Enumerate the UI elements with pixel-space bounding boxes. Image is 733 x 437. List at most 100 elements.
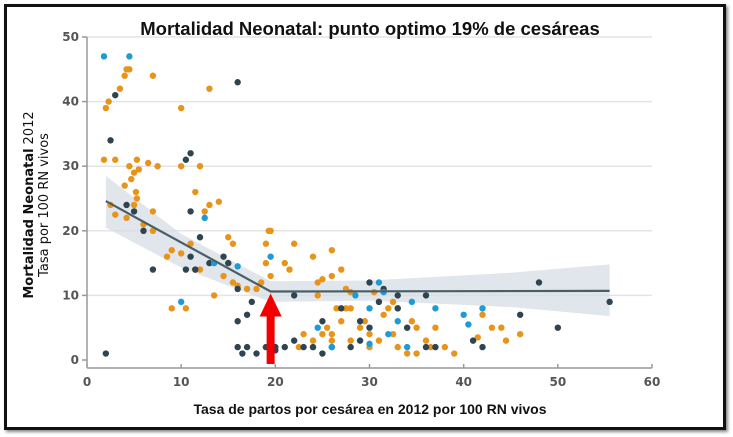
point-orange-37 [163,253,171,260]
point-orange-68 [380,311,387,318]
point-orange-89 [328,330,336,338]
point-orange-4 [123,66,130,73]
point-orange-61 [314,292,321,299]
point-dark-40 [403,324,411,331]
point-dark-10 [196,234,204,241]
point-blue-10 [352,292,359,299]
point-orange-73 [338,318,345,325]
point-dark-53 [554,324,562,331]
point-orange-39 [177,250,185,257]
point-orange-79 [413,350,420,357]
point-orange-66 [385,305,392,312]
point-dark-12 [192,266,199,273]
point-dark-43 [347,343,354,351]
point-orange-67 [389,298,397,306]
point-dark-52 [535,279,543,286]
point-dark-38 [394,292,401,299]
x-tick-label-20: 20 [267,375,284,389]
point-dark-50 [422,292,430,299]
point-blue-18 [460,311,467,318]
point-dark-2 [123,201,130,209]
point-orange-91 [366,330,373,338]
point-orange-82 [328,337,336,344]
x-tick-label-60: 60 [644,375,661,389]
point-blue-5 [267,253,274,260]
point-dark-42 [356,318,364,325]
point-blue-16 [408,298,416,306]
point-orange-102 [265,227,272,234]
point-orange-81 [347,337,354,344]
point-orange-98 [451,350,458,357]
point-dark-8 [234,79,241,86]
point-orange-21 [149,208,157,215]
point-dark-5 [149,266,157,273]
point-dark-6 [182,156,190,163]
point-orange-9 [112,156,119,163]
point-blue-6 [177,298,185,306]
point-orange-106 [488,324,496,331]
point-orange-104 [502,337,510,344]
point-orange-20 [133,195,141,202]
point-orange-54 [262,259,270,267]
point-orange-90 [356,324,364,331]
point-dark-48 [422,343,430,351]
point-orange-13 [145,159,152,167]
point-dark-57 [102,350,110,357]
point-orange-47 [258,279,265,286]
point-dark-0 [107,137,114,144]
point-blue-7 [314,324,321,331]
point-orange-103 [498,324,505,331]
x-tick-label-0: 0 [83,375,91,389]
point-orange-51 [290,240,298,247]
point-orange-19 [130,201,138,209]
point-orange-28 [177,163,185,170]
point-orange-107 [516,330,524,338]
point-orange-10 [126,163,133,170]
point-orange-46 [243,285,251,293]
y-axis-label: Mortalidad Neonatal 2012 Tasa por 100 RN … [22,111,52,298]
point-orange-69 [361,318,368,325]
point-orange-94 [403,350,411,357]
point-orange-87 [309,337,317,344]
point-orange-55 [281,259,288,267]
point-dark-47 [319,350,326,357]
y-tick-label-40: 40 [62,95,79,109]
point-dark-32 [290,292,298,299]
point-blue-1 [126,53,133,60]
point-orange-8 [100,156,108,163]
point-dark-23 [243,343,251,351]
arrow-head [259,293,282,317]
point-orange-15 [130,169,138,176]
point-blue-2 [201,214,208,222]
point-orange-34 [225,234,232,241]
chart-title: Mortalidad Neonatal: punto optimo 19% de… [140,18,600,39]
y-tick-label-50: 50 [62,30,79,44]
point-blue-9 [375,279,383,286]
optimum-arrow [259,293,282,364]
point-orange-5 [116,85,124,92]
point-dark-15 [225,259,232,267]
point-dark-16 [220,253,227,260]
fit-line [105,200,610,293]
point-orange-100 [182,305,190,312]
point-blue-12 [385,330,392,338]
point-dark-36 [366,279,373,286]
point-dark-33 [319,318,326,325]
point-dark-41 [366,324,373,331]
point-dark-11 [187,253,194,260]
point-orange-77 [422,337,430,344]
point-blue-11 [366,305,373,312]
point-dark-51 [516,311,524,318]
point-dark-49 [432,343,439,351]
point-orange-23 [112,211,119,218]
x-tick-label-50: 50 [549,375,566,389]
y-axis-label-line2: Tasa por 100 RN vivos [37,133,52,278]
point-orange-56 [286,266,293,273]
point-orange-71 [342,305,350,312]
point-dark-35 [356,337,364,344]
point-orange-72 [333,305,340,312]
point-orange-30 [192,188,199,196]
point-dark-24 [253,350,260,357]
point-orange-99 [168,305,175,312]
